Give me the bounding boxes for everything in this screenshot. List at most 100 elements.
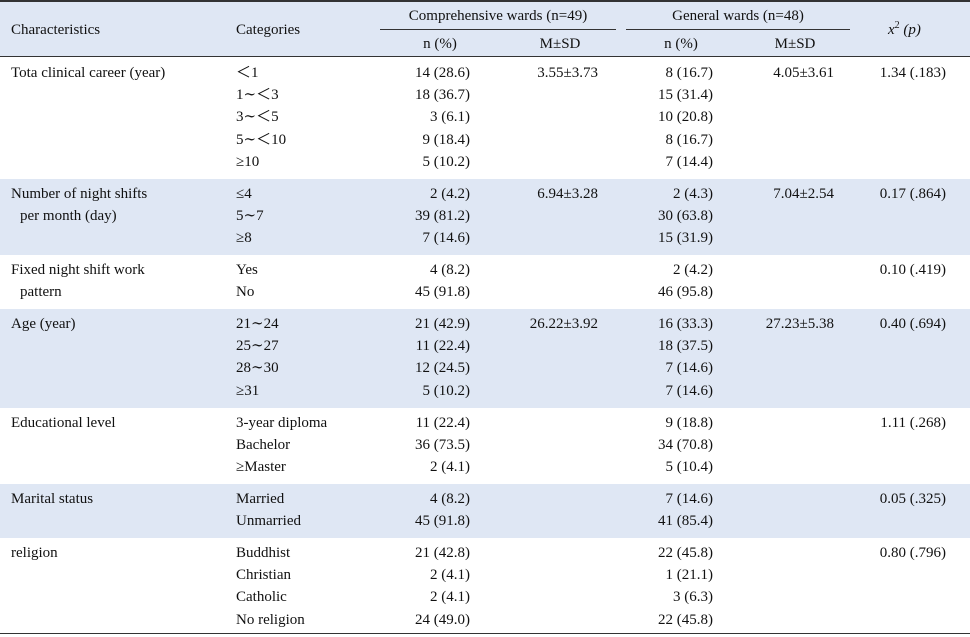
chi-p: (p) (903, 22, 921, 38)
gen-count-value: 7 (14.6) (665, 360, 714, 377)
header-rule-comprehensive (380, 29, 616, 30)
gen-count-value: 22 (45.8) (658, 611, 713, 628)
gen-count-value: 15 (31.9) (658, 230, 713, 247)
group-band (0, 484, 970, 538)
table-header (0, 0, 970, 57)
category-label: 25∼27 (236, 338, 279, 355)
header-gen-msd: M±SD (774, 36, 816, 52)
group-label: Age (year) (11, 316, 76, 332)
category-label: 5∼7 (236, 208, 264, 225)
comp-count-value: 3 (6.1) (430, 109, 470, 126)
chi-square-value: 0.40 (.694) (879, 316, 946, 332)
category-label: 3∼＜5 (236, 109, 279, 126)
category-label: 1∼＜3 (236, 87, 279, 104)
gen-count-value: 1 (21.1) (665, 567, 714, 584)
comp-count-value: 21 (42.9) (415, 316, 470, 332)
header-comp-npct: n (%) (423, 36, 457, 52)
gen-count-value: 18 (37.5) (658, 338, 713, 355)
gen-count-value: 15 (31.4) (658, 87, 713, 104)
category-label: Catholic (236, 589, 287, 606)
chi-square-value: 0.80 (.796) (879, 545, 946, 561)
category-label: ≥31 (236, 382, 260, 399)
category-label: ＜1 (236, 65, 259, 81)
group-label: Fixed night shift work (11, 262, 145, 278)
comp-count-value: 2 (4.2) (430, 186, 470, 202)
comp-count-value: 21 (42.8) (415, 545, 470, 561)
comp-msd-value: 6.94±3.28 (537, 186, 598, 202)
comp-count-value: 36 (73.5) (415, 437, 470, 454)
comp-count-value: 2 (4.1) (430, 589, 470, 606)
category-label: ≥Master (236, 459, 286, 476)
header-chi-square: x2 (p) (888, 20, 921, 40)
chi-x: x (888, 22, 895, 38)
gen-count-value: 7 (14.6) (665, 382, 714, 399)
gen-count-value: 10 (20.8) (658, 109, 713, 126)
chi-square-value: 1.11 (.268) (880, 415, 946, 431)
comp-count-value: 12 (24.5) (415, 360, 470, 377)
comp-count-value: 45 (91.8) (415, 513, 470, 530)
category-label: No religion (236, 611, 305, 628)
category-label: Bachelor (236, 437, 291, 454)
header-rule-general (626, 29, 850, 30)
chi-sup: 2 (894, 20, 900, 31)
comp-count-value: 39 (81.2) (415, 208, 470, 225)
comp-count-value: 18 (36.7) (415, 87, 470, 104)
group-label: Marital status (11, 491, 94, 507)
gen-count-value: 8 (16.7) (665, 131, 714, 148)
gen-msd-value: 7.04±2.54 (773, 186, 834, 202)
category-label: Yes (236, 262, 258, 278)
comp-count-value: 4 (8.2) (430, 491, 470, 507)
header-comp-msd: M±SD (539, 36, 581, 52)
gen-count-value: 9 (18.8) (665, 415, 714, 431)
gen-count-value: 2 (4.3) (673, 186, 713, 202)
category-label: Married (236, 491, 285, 507)
comp-count-value: 11 (22.4) (415, 415, 470, 431)
category-label: ≤4 (236, 186, 252, 202)
category-label: ≥8 (236, 230, 252, 247)
comp-count-value: 45 (91.8) (415, 284, 470, 301)
gen-count-value: 2 (4.2) (673, 262, 713, 278)
comp-count-value: 9 (18.4) (422, 131, 471, 148)
comp-count-value: 11 (22.4) (415, 338, 470, 355)
comp-count-value: 14 (28.6) (415, 65, 470, 81)
comp-count-value: 2 (4.1) (430, 459, 470, 476)
group-label: Tota clinical career (year) (11, 65, 166, 81)
chi-square-value: 0.17 (.864) (879, 186, 946, 202)
group-label: religion (11, 545, 58, 561)
chi-square-value: 0.10 (.419) (879, 262, 946, 278)
comp-count-value: 7 (14.6) (422, 230, 471, 247)
gen-count-value: 7 (14.6) (665, 491, 714, 507)
gen-count-value: 3 (6.3) (673, 589, 713, 606)
group-label: per month (day) (20, 208, 117, 225)
gen-count-value: 16 (33.3) (658, 316, 713, 332)
header-categories: Categories (236, 22, 301, 38)
group-band (0, 179, 970, 255)
gen-count-value: 46 (95.8) (658, 284, 713, 301)
header-gen-npct: n (%) (664, 36, 698, 52)
gen-count-value: 5 (10.4) (665, 459, 714, 476)
table-bottom-rule (0, 633, 970, 634)
comp-count-value: 24 (49.0) (415, 611, 470, 628)
gen-count-value: 34 (70.8) (658, 437, 713, 454)
category-label: Christian (236, 567, 291, 584)
gen-count-value: 30 (63.8) (658, 208, 713, 225)
group-label: Number of night shifts (11, 186, 148, 202)
gen-count-value: 22 (45.8) (658, 545, 713, 561)
comp-count-value: 5 (10.2) (422, 153, 471, 170)
comp-count-value: 4 (8.2) (430, 262, 470, 278)
category-label: 28∼30 (236, 360, 279, 377)
gen-msd-value: 4.05±3.61 (773, 65, 834, 81)
header-general: General wards (n=48) (672, 8, 804, 24)
group-label: Educational level (11, 415, 116, 431)
category-label: 3-year diploma (236, 415, 328, 431)
header-comprehensive: Comprehensive wards (n=49) (408, 8, 588, 24)
chi-square-value: 0.05 (.325) (879, 491, 946, 507)
gen-msd-value: 27.23±5.38 (765, 316, 834, 332)
category-label: ≥10 (236, 153, 260, 170)
comp-msd-value: 3.55±3.73 (537, 65, 598, 81)
header-characteristics: Characteristics (11, 22, 101, 38)
category-label: Unmarried (236, 513, 301, 530)
chi-square-value: 1.34 (.183) (879, 65, 946, 81)
group-band (0, 309, 970, 408)
